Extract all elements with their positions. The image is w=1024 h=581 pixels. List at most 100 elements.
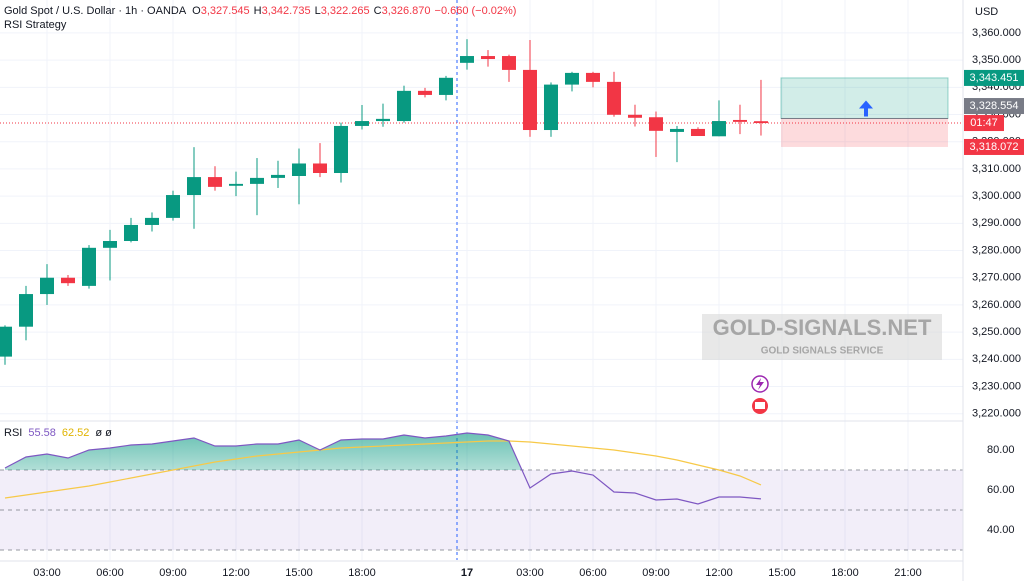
- candle-body: [375, 118, 390, 122]
- candle-body: [732, 119, 747, 122]
- rsi-line: [4, 432, 762, 505]
- rsi-extra: ø ø: [95, 427, 112, 439]
- x-tick-label: 15:00: [768, 567, 796, 579]
- countdown-bg: [964, 115, 1004, 132]
- price-label-bg: [964, 69, 1024, 86]
- candle-body: [123, 224, 138, 242]
- y-tick-label: 3,290.000: [972, 217, 1021, 229]
- watermark-subtitle: GOLD SIGNALS SERVICE: [761, 346, 884, 357]
- x-tick-label: 03:00: [516, 567, 544, 579]
- price-label-bg: [964, 138, 1024, 155]
- long-arrow: [859, 100, 873, 117]
- y-tick-label: 3,280.000: [972, 244, 1021, 256]
- watermark-title: GOLD-SIGNALS.NET: [713, 315, 932, 340]
- x-tick-label: 06:00: [579, 567, 607, 579]
- rsi-value: 55.58: [28, 427, 56, 439]
- y-tick-label: 3,350.000: [972, 54, 1021, 66]
- countdown: 01:47: [970, 117, 998, 129]
- candle-body: [459, 56, 474, 63]
- candle-body: [249, 177, 264, 184]
- rsi-tick-label: 40.00: [987, 524, 1015, 536]
- ohlc-value: 3,326.870: [382, 5, 431, 17]
- candle-body: [18, 294, 33, 327]
- ohlc-key: L: [315, 5, 321, 17]
- candle-body: [354, 121, 369, 126]
- candle-body: [501, 56, 516, 70]
- x-tick-label: 03:00: [33, 567, 61, 579]
- candle-body: [39, 277, 54, 295]
- candle-body: [480, 56, 495, 60]
- candle-body: [0, 326, 12, 357]
- rsi-ma-value: 62.52: [62, 427, 90, 439]
- candle-body: [270, 174, 285, 178]
- x-tick-label: 12:00: [222, 567, 250, 579]
- strategy-name: RSI Strategy: [4, 19, 67, 31]
- price-label-bg: [964, 98, 1024, 115]
- ohlc-key: O: [192, 5, 201, 17]
- bolt-icon: [756, 378, 764, 390]
- x-tick-label: 09:00: [159, 567, 187, 579]
- candle-body: [438, 77, 453, 95]
- y-tick-label: 3,220.000: [972, 408, 1021, 420]
- y-tick-label: 3,300.000: [972, 190, 1021, 202]
- candle-body: [522, 69, 537, 131]
- rsi-name: RSI: [4, 427, 22, 439]
- price-label: 3,343.451: [970, 72, 1019, 84]
- x-tick-label: 21:00: [894, 567, 922, 579]
- x-tick-label: 12:00: [705, 567, 733, 579]
- candle-body: [690, 128, 705, 137]
- candle-body: [81, 247, 96, 286]
- rsi-overbought-fill: [4, 433, 761, 470]
- candle-body: [228, 183, 243, 186]
- candle-body: [186, 177, 201, 196]
- header: Gold Spot / U.S. Dollar · 1h · OANDA O3,3…: [4, 5, 516, 17]
- candle-body: [144, 217, 159, 225]
- y-tick-label: 3,260.000: [972, 299, 1021, 311]
- currency: USD: [975, 6, 998, 18]
- candle-body: [543, 84, 558, 131]
- candle-body: [291, 163, 306, 176]
- x-tick-label: 18:00: [348, 567, 376, 579]
- x-tick-label: 06:00: [96, 567, 124, 579]
- watermark-box: [702, 314, 942, 360]
- candle-body: [648, 117, 663, 131]
- x-tick-label: 09:00: [642, 567, 670, 579]
- candle-body: [606, 81, 621, 115]
- candle-body: [396, 90, 411, 122]
- ohlc-value: 3,322.265: [321, 5, 370, 17]
- candle-body: [564, 72, 579, 85]
- rsi-tick-label: 60.00: [987, 484, 1015, 496]
- flag-inner: [755, 402, 765, 409]
- candle-body: [333, 125, 348, 174]
- candle-body: [417, 90, 432, 95]
- ohlc-value: 3,327.545: [201, 5, 250, 17]
- candle-body: [753, 121, 768, 124]
- rsi-header: RSI 55.58 62.52 ø ø: [4, 427, 112, 439]
- candle-body: [312, 163, 327, 174]
- candle-body: [207, 177, 222, 187]
- candle-body: [102, 241, 117, 248]
- rsi-tick-label: 80.00: [987, 444, 1015, 456]
- y-tick-label: 3,230.000: [972, 380, 1021, 392]
- candle-body: [627, 114, 642, 118]
- candle-body: [669, 128, 684, 132]
- price-label: 3,318.072: [970, 141, 1019, 153]
- y-tick-label: 3,270.000: [972, 272, 1021, 284]
- change: −0.660 (−0.02%): [435, 5, 517, 17]
- x-tick-label: 15:00: [285, 567, 313, 579]
- x-tick-label: 18:00: [831, 567, 859, 579]
- candle-body: [60, 277, 75, 284]
- ohlc-key: H: [254, 5, 262, 17]
- y-tick-label: 3,240.000: [972, 353, 1021, 365]
- y-tick-label: 3,310.000: [972, 163, 1021, 175]
- candle-body: [711, 121, 726, 137]
- ohlc-value: 3,342.735: [262, 5, 311, 17]
- price-label: 3,328.554: [970, 100, 1019, 112]
- y-tick-label: 3,360.000: [972, 27, 1021, 39]
- x-tick-label: 17: [461, 567, 473, 579]
- symbol: Gold Spot / U.S. Dollar · 1h · OANDA: [4, 5, 187, 17]
- y-tick-label: 3,250.000: [972, 326, 1021, 338]
- candle-body: [165, 195, 180, 218]
